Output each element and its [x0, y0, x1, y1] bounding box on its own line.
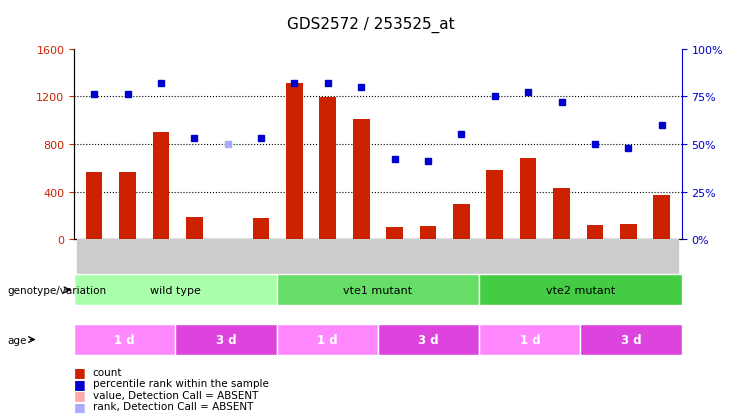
Bar	[419, 226, 436, 240]
Bar	[386, 228, 403, 240]
Bar	[411, 240, 445, 289]
Bar	[253, 219, 270, 240]
Text: 3 d: 3 d	[216, 333, 236, 346]
Bar	[378, 240, 411, 289]
Text: 1 d: 1 d	[519, 333, 540, 346]
Bar	[319, 98, 336, 240]
Text: GDS2572 / 253525_at: GDS2572 / 253525_at	[287, 17, 454, 33]
Bar	[611, 240, 645, 289]
Text: 3 d: 3 d	[418, 333, 439, 346]
Text: rank, Detection Call = ABSENT: rank, Detection Call = ABSENT	[93, 401, 253, 411]
Bar	[620, 224, 637, 240]
Bar	[211, 240, 245, 289]
Text: vte2 mutant: vte2 mutant	[546, 285, 615, 295]
Text: ■: ■	[74, 377, 86, 390]
Bar	[353, 120, 370, 240]
Bar	[311, 240, 345, 289]
Text: 1 d: 1 d	[114, 333, 135, 346]
Text: genotype/variation: genotype/variation	[7, 285, 107, 295]
Bar	[186, 218, 202, 240]
Text: 1 d: 1 d	[317, 333, 338, 346]
Text: ■: ■	[74, 400, 86, 413]
Bar	[486, 171, 503, 240]
Bar	[519, 159, 536, 240]
Bar	[545, 240, 578, 289]
Bar	[286, 84, 303, 240]
Text: 3 d: 3 d	[621, 333, 642, 346]
Text: age: age	[7, 335, 27, 345]
Text: ■: ■	[74, 365, 86, 378]
Bar	[153, 133, 169, 240]
Text: wild type: wild type	[150, 285, 201, 295]
Bar	[245, 240, 278, 289]
Bar	[645, 240, 678, 289]
Bar	[453, 204, 470, 240]
Bar	[511, 240, 545, 289]
Bar	[578, 240, 611, 289]
Bar	[119, 173, 136, 240]
Bar	[478, 240, 511, 289]
Bar	[178, 240, 211, 289]
Text: value, Detection Call = ABSENT: value, Detection Call = ABSENT	[93, 390, 258, 400]
Text: vte1 mutant: vte1 mutant	[343, 285, 413, 295]
Bar	[445, 240, 478, 289]
Bar	[345, 240, 378, 289]
Bar	[86, 173, 102, 240]
Bar	[144, 240, 178, 289]
Bar	[78, 240, 111, 289]
Bar	[654, 196, 670, 240]
Bar	[278, 240, 311, 289]
Bar	[587, 225, 603, 240]
Text: count: count	[93, 367, 122, 377]
Text: ■: ■	[74, 388, 86, 401]
Bar	[111, 240, 144, 289]
Bar	[554, 188, 570, 240]
Text: percentile rank within the sample: percentile rank within the sample	[93, 378, 268, 388]
